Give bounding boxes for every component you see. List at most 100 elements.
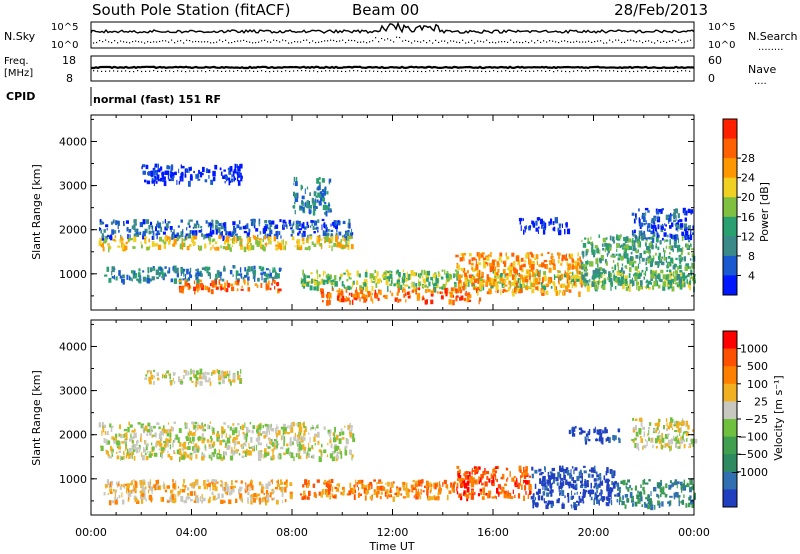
power-y-tick-label: 2000 xyxy=(59,224,87,237)
nave-label: Nave xyxy=(748,63,776,76)
velocity-band xyxy=(568,425,621,445)
nsearch-label: N.Search xyxy=(748,30,798,43)
velocity-cbar-tick-label: −500 xyxy=(738,448,768,461)
velocity-heatmap xyxy=(98,368,698,511)
velocity-y-tick-label: 3000 xyxy=(59,385,87,398)
power-cbar-tick-label: 16 xyxy=(741,211,755,224)
nsearch-trace xyxy=(93,36,692,44)
power-band xyxy=(518,217,571,236)
velocity-cbar-tick-label: −1000 xyxy=(731,466,768,479)
power-colorbar: 4 8 12 16 20 24 28 xyxy=(722,118,755,296)
velocity-cbar-tick-label: 500 xyxy=(747,360,768,373)
velocity-band xyxy=(98,421,356,463)
power-cbar-swatch xyxy=(723,236,737,257)
nave-tick-high: 60 xyxy=(708,54,722,67)
nsearch-legend: ........ xyxy=(758,42,783,53)
x-tick-label: 20:00 xyxy=(578,526,610,539)
velocity-band xyxy=(631,417,698,452)
velocity-band xyxy=(456,465,532,502)
power-band xyxy=(98,235,354,253)
power-heatmap xyxy=(98,163,696,306)
velocity-cbar-swatch xyxy=(723,419,737,438)
power-band xyxy=(178,279,282,295)
freq-trace xyxy=(90,65,695,73)
velocity-cbar-swatch xyxy=(723,471,737,490)
power-panel: 1000 2000 3000 4000 xyxy=(59,114,696,311)
power-cbar-tick-label: 12 xyxy=(741,230,755,243)
velocity-cbar-swatch xyxy=(723,401,737,420)
plot-title: South Pole Station (fitACF) xyxy=(92,1,290,19)
x-tick-label: 08:00 xyxy=(276,526,308,539)
power-cbar-tick-label: 28 xyxy=(741,152,755,165)
power-cbar-swatch xyxy=(723,275,737,296)
velocity-band xyxy=(618,478,696,511)
nave-legend: .... xyxy=(754,76,767,87)
velocity-y-tick-label: 1000 xyxy=(59,473,87,486)
power-cbar-label: Power [dB] xyxy=(758,182,771,242)
velocity-band xyxy=(530,465,621,511)
velocity-cbar-swatch xyxy=(723,366,737,385)
nsearch-exp-top: 10^5 xyxy=(708,22,735,33)
beam-label: Beam 00 xyxy=(352,1,419,19)
power-band xyxy=(292,176,332,217)
power-axes: 1000 2000 3000 4000 xyxy=(59,115,695,310)
freq-panel xyxy=(90,55,695,82)
power-y-tick-label: 4000 xyxy=(59,135,87,148)
velocity-band xyxy=(299,479,456,502)
velocity-band xyxy=(144,368,243,387)
power-y-tick-label: 3000 xyxy=(59,180,87,193)
freq-label-1: Freq. xyxy=(4,56,29,67)
nsky-exp-top: 10^5 xyxy=(51,22,78,33)
x-axis-label: Time UT xyxy=(368,540,414,553)
nave-tick-low: 0 xyxy=(708,72,715,85)
power-band xyxy=(320,287,482,306)
power-cbar-swatch xyxy=(723,138,737,159)
velocity-panel: 1000 2000 3000 4000 xyxy=(59,319,698,516)
freq-tick-low: 8 xyxy=(66,72,73,85)
velocity-cbar-tick-label: 25 xyxy=(754,395,768,408)
velocity-axes: 1000 2000 3000 4000 xyxy=(59,320,695,515)
power-band xyxy=(455,251,584,297)
power-cbar-swatch xyxy=(723,158,737,179)
power-cbar-swatch xyxy=(723,255,737,276)
nsky-trace xyxy=(90,21,695,35)
x-tick-label: 00:00 xyxy=(75,526,107,539)
x-axis-ticks: 00:00 04:00 08:00 12:00 16:00 20:00 00:00 xyxy=(75,526,710,539)
velocity-cbar-swatch xyxy=(723,331,737,350)
freq-tick-high: 18 xyxy=(62,54,76,67)
freq-label-2: [MHz] xyxy=(4,68,33,79)
power-ylabel: Slant Range [km] xyxy=(30,164,43,260)
velocity-y-tick-label: 2000 xyxy=(59,429,87,442)
velocity-colorbar: 1000 500 100 25 −25 −100 −500 −1000 xyxy=(722,330,768,508)
velocity-cbar-tick-label: −100 xyxy=(738,431,768,444)
power-cbar-tick-label: 4 xyxy=(748,269,755,282)
x-tick-label: 12:00 xyxy=(377,526,409,539)
velocity-cbar-label: Velocity [m s⁻¹] xyxy=(772,375,785,460)
velocity-y-tick-label: 4000 xyxy=(59,340,87,353)
velocity-cbar-tick-label: 1000 xyxy=(740,343,768,356)
power-band xyxy=(141,163,243,187)
x-tick-label: 04:00 xyxy=(176,526,208,539)
power-cbar-swatch xyxy=(723,119,737,140)
velocity-cbar-swatch xyxy=(723,454,737,473)
power-cbar-tick-label: 20 xyxy=(741,191,755,204)
power-cbar-swatch xyxy=(723,216,737,237)
power-band xyxy=(581,234,696,288)
cpid-text: normal (fast) 151 RF xyxy=(93,93,221,106)
velocity-cbar-tick-label: 100 xyxy=(747,378,768,391)
velocity-cbar-swatch xyxy=(723,436,737,455)
power-band xyxy=(104,265,282,285)
power-y-tick-label: 1000 xyxy=(59,268,87,281)
power-cbar-swatch xyxy=(723,197,737,218)
nsky-exp-bottom: 10^0 xyxy=(51,40,78,51)
velocity-cbar-swatch xyxy=(723,348,737,367)
cpid-label: CPID xyxy=(6,90,35,103)
velocity-band xyxy=(103,479,293,506)
x-tick-label: 00:00 xyxy=(678,526,710,539)
power-band xyxy=(631,207,695,243)
nsearch-exp-bottom: 10^0 xyxy=(708,40,735,51)
date-label: 28/Feb/2013 xyxy=(614,1,708,19)
nsky-panel xyxy=(90,21,695,49)
power-cbar-tick-label: 8 xyxy=(748,250,755,263)
